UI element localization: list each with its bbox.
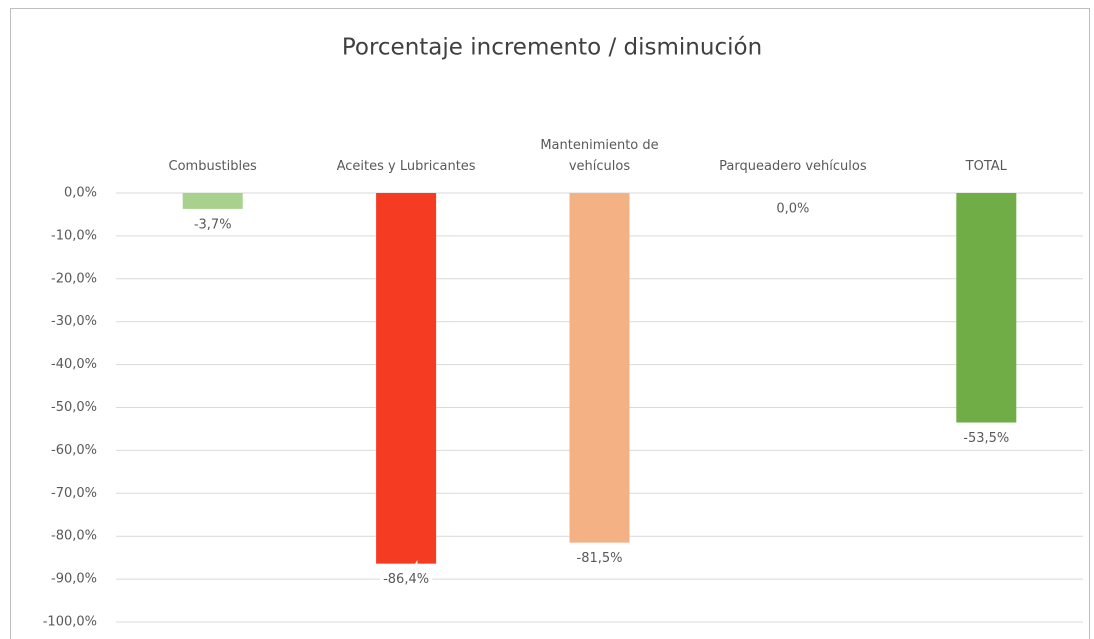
chart-title: Porcentaje incremento / disminución	[342, 35, 762, 61]
data-label: -81,5%	[577, 551, 623, 566]
category-label: Combustibles	[168, 159, 257, 174]
category-label: Parqueadero vehículos	[719, 159, 867, 174]
y-tick-label: -40,0%	[51, 357, 97, 372]
category-label: Mantenimiento de vehículos	[540, 138, 659, 174]
y-tick-label: -80,0%	[51, 529, 97, 544]
bar	[569, 193, 630, 543]
y-tick-label: -90,0%	[51, 572, 97, 587]
chart-border	[10, 8, 1090, 639]
y-tick-label: -70,0%	[51, 486, 97, 501]
y-tick-label: -10,0%	[51, 228, 97, 243]
y-tick-label: 0,0%	[64, 186, 97, 201]
data-label: -3,7%	[194, 217, 232, 232]
data-label: 0,0%	[776, 202, 809, 217]
y-tick-label: -50,0%	[51, 400, 97, 415]
data-label: -53,5%	[963, 431, 1009, 446]
category-label: Aceites y Lubricantes	[336, 159, 476, 174]
y-tick-label: -30,0%	[51, 314, 97, 329]
category-label: TOTAL	[965, 159, 1007, 174]
y-tick-label: -20,0%	[51, 271, 97, 286]
bar	[956, 193, 1017, 423]
bar	[182, 193, 243, 209]
y-tick-label: -100,0%	[43, 615, 97, 630]
data-label: -86,4%	[383, 572, 429, 587]
y-tick-label: -60,0%	[51, 443, 97, 458]
bar	[376, 193, 437, 564]
